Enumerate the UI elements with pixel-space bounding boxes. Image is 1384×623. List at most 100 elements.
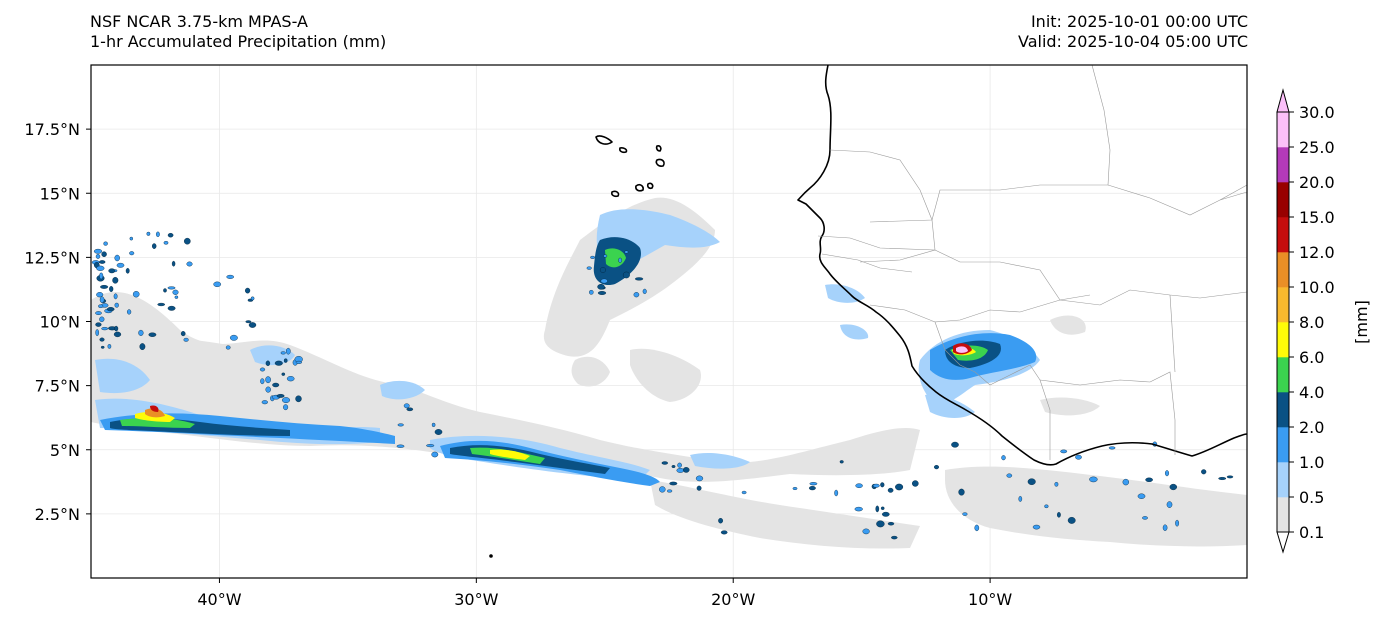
precip-cell [951,441,959,448]
precip-cell [101,251,107,257]
island-coastline [619,147,628,154]
precip-cell [676,467,685,473]
precip-cell [151,243,157,249]
island-coastline [595,135,613,145]
lon-tick-label: 10°W [968,590,1012,609]
precip-cell [1122,478,1130,486]
precip-cell [99,316,105,322]
precip-cell [95,253,101,259]
island-dot [489,554,493,558]
precip-band [120,417,195,428]
precip-cell [696,485,702,491]
precip-cell [112,276,119,284]
precip-cell [695,475,704,482]
island-coastline [655,158,665,167]
precip-cell [1145,477,1153,482]
precip-area [250,345,295,366]
precip-cell [1060,449,1068,454]
colorbar-segment [1277,357,1289,393]
precip-cell [245,287,251,294]
precip-cell [872,483,880,488]
precip-cell [669,481,678,486]
precip-cell [431,422,436,427]
precip-cell [99,272,104,280]
precip-cell [101,327,109,331]
precip-cell [1142,516,1148,520]
lat-tick-label: 7.5°N [35,377,80,396]
colorbar-tick-label: 8.0 [1299,313,1324,332]
precip-cell [280,351,286,355]
precip-cell [265,386,271,393]
lon-tick-label: 40°W [197,590,241,609]
lon-tick-label: 20°W [711,590,755,609]
precip-area [650,480,920,549]
precip-cell [1164,470,1169,477]
precip-cell [261,400,268,405]
border-line [934,321,976,373]
precip-cell [891,535,898,540]
precip-cell [586,266,592,270]
colorbar-tick-label: 2.0 [1299,418,1324,437]
precip-cell [174,295,179,299]
border-line [869,294,1091,323]
precip-cell [589,289,594,295]
precip-cell [590,255,595,259]
lat-tick-label: 12.5°N [24,248,80,267]
precip-cell [403,403,410,409]
precip-cell [1057,512,1061,518]
precip-cell [107,344,112,349]
precip-cell [1169,483,1178,491]
precip-cell [114,254,120,262]
precip-cell [265,360,271,366]
precip-cell [862,528,870,535]
precip-cell [127,309,132,315]
precip-cell [887,487,894,493]
precip-cell [809,486,816,491]
border-line [1059,289,1248,306]
precip-cell [95,311,102,315]
colorbar-segment [1277,497,1289,533]
precip-cell [1032,524,1041,530]
precip-cell [912,480,919,487]
precip-cell [295,395,302,403]
precip-cell [295,360,303,364]
field-title: 1-hr Accumulated Precipitation (mm) [90,32,387,51]
colorbar-segment [1277,147,1289,183]
precip-cell [99,337,105,342]
colorbar-tick-label: 12.0 [1299,243,1335,262]
border-line [829,149,936,263]
precip-cell [659,486,666,493]
precip-area [1040,397,1100,416]
border-line [1039,371,1176,455]
precip-cell [250,296,255,301]
precip-band [490,449,530,460]
precip-cell [1067,517,1076,524]
precip-cell [666,489,673,493]
precip-cell [99,296,105,303]
precip-cell [186,261,193,267]
precip-cell [934,465,940,470]
colorbar-tick-label: 0.1 [1299,523,1324,542]
precip-cell [103,241,108,246]
precip-cell [882,511,890,517]
precip-cell [1201,469,1207,475]
precip-cell [286,376,295,382]
border-line [974,364,1051,460]
colorbar-segment [1277,217,1289,253]
precip-cell [260,378,265,385]
precip-cell [1218,477,1227,481]
lat-tick-label: 10°N [40,313,80,332]
border-line [821,253,913,273]
precip-cell [809,482,818,486]
precip-cell [434,429,443,435]
precip-cell [96,265,105,271]
precip-cell [100,345,105,349]
precip-cell [183,337,189,342]
precip-cell [642,288,647,295]
precip-cell [1162,524,1168,531]
precip-area [1050,315,1086,335]
scatter-cells [91,231,1234,540]
precip-cell [125,267,130,274]
precip-cell [426,444,435,448]
precip-cell [129,236,134,241]
